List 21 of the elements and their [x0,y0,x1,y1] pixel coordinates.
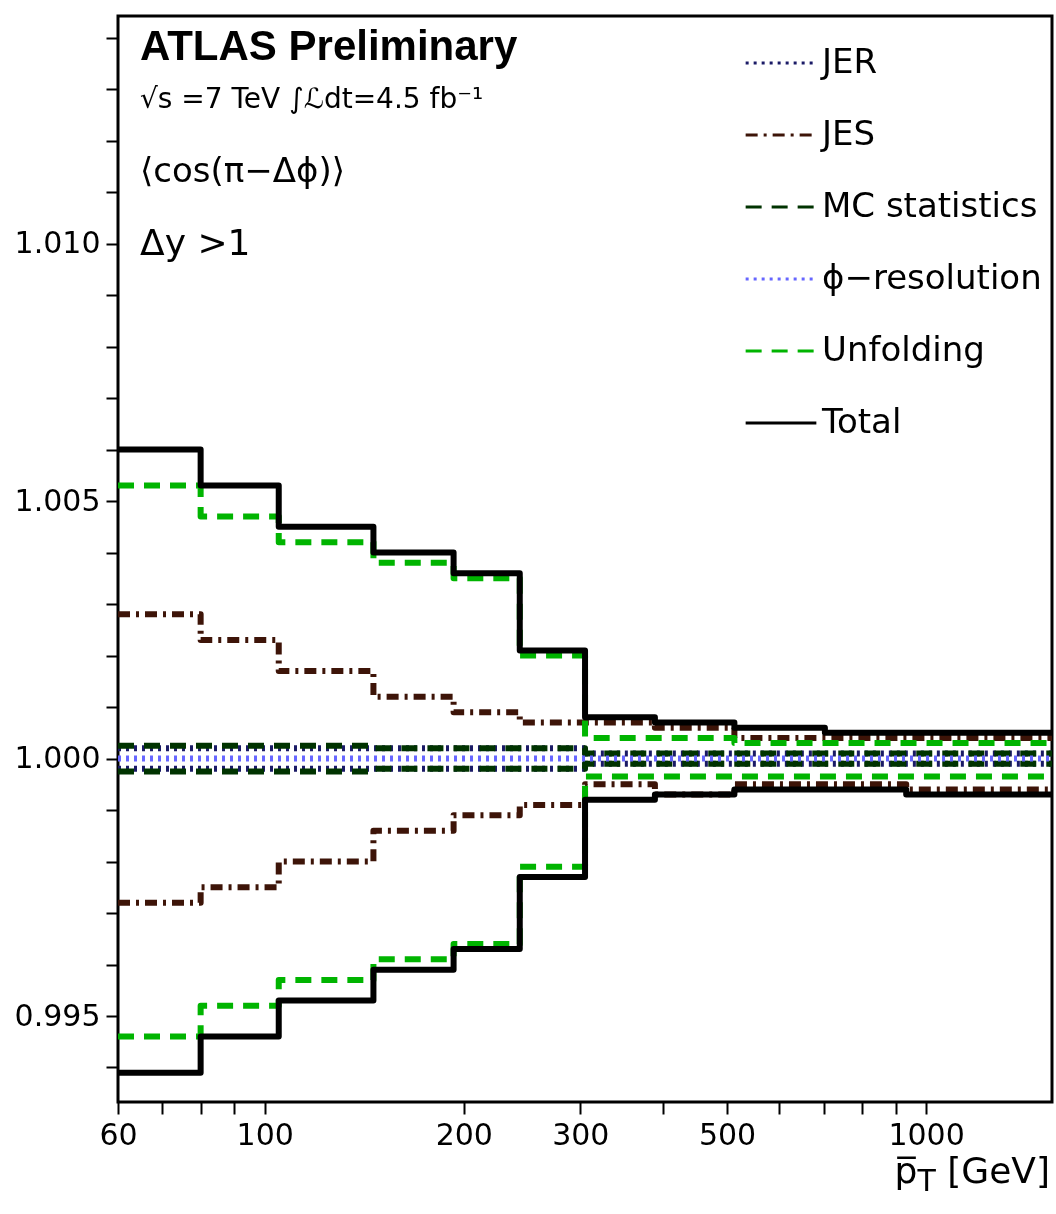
legend-label: ϕ−resolution [822,257,1042,297]
x-tick-label: 60 [99,1116,138,1152]
legend-label: Total [821,401,902,441]
x-tick-label: 500 [698,1116,757,1152]
y-tick-label: 1.010 [14,225,101,261]
x-tick-label: 200 [435,1116,493,1152]
legend-label: Unfolding [822,329,985,369]
x-axis-title: p̅$_{T}$ [GeV] [894,1150,1050,1199]
y-tick-label: 0.995 [14,997,101,1033]
legend-label: MC statistics [822,185,1038,225]
x-tick-label: 300 [552,1116,610,1152]
legend-label: JER [820,41,878,81]
annotation: Δy >1 [140,222,251,263]
chart-title: ATLAS Preliminary [140,22,518,70]
annotation: ⟨cos(π−Δϕ)⟩ [140,150,345,190]
annotation: √s =7 TeV ∫ℒdt=4.5 fb⁻¹ [140,82,484,115]
y-tick-label: 1.005 [14,482,101,518]
x-tick-label: 100 [236,1116,294,1152]
x-tick-label: 1000 [888,1116,965,1152]
legend-label: JES [820,113,876,153]
y-tick-label: 1.000 [14,740,101,776]
